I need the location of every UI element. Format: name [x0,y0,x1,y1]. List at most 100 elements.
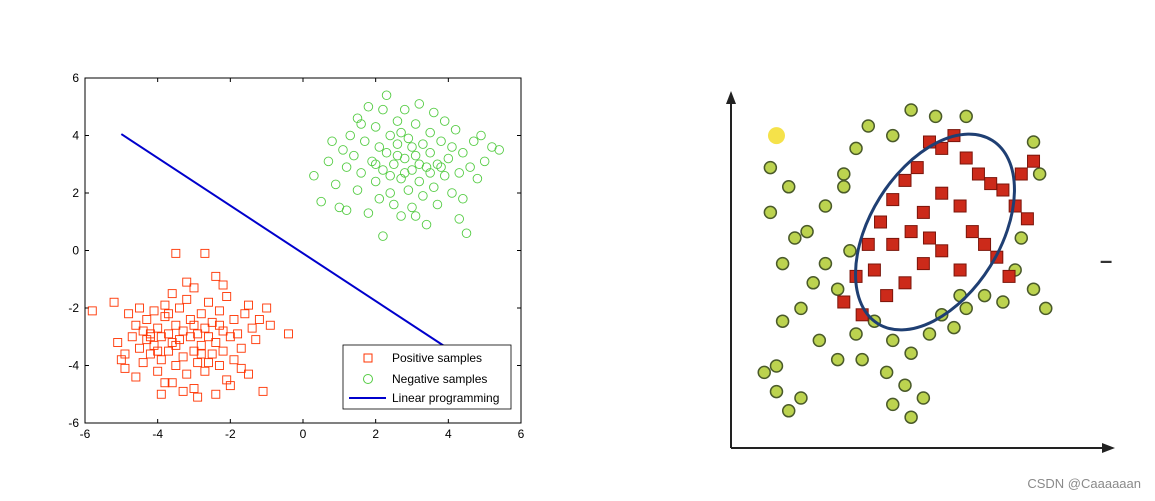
negative-sample-point [385,170,395,181]
positive-sample-point [189,283,199,293]
negative-sample-point [465,162,475,172]
negative-sample-point [345,130,355,141]
green-dot-point [886,333,900,348]
y-tick-label: 2 [72,186,79,200]
right-y-axis-arrow [726,91,736,104]
green-dot-point [837,167,851,181]
red-square-point [916,257,930,271]
green-dot-point [861,119,876,133]
x-tick-label: -2 [225,427,236,441]
green-dot-point [775,314,790,328]
negative-sample-point [399,168,410,178]
right-side-mark: – [1100,248,1112,273]
negative-sample-point [370,122,381,132]
negative-sample-point [392,116,403,126]
positive-sample-point [244,369,253,379]
positive-sample-point [193,392,203,402]
positive-sample-point [189,346,199,356]
positive-sample-point [236,363,246,373]
red-square-point [1002,269,1016,283]
y-tick-label: -4 [68,359,79,373]
negative-sample-point [421,219,432,230]
left-axis-ticks: -6 -4 -2 0 2 4 6 6 4 2 0 -2 -4 -6 [68,71,524,441]
negative-sample-point [396,211,406,221]
positive-sample-point [233,329,243,339]
positive-sample-point [204,297,213,307]
green-dot-point [775,256,790,271]
positive-sample-point [153,366,163,376]
x-tick-label: 0 [300,427,307,441]
legend-label-negative: Negative samples [392,372,487,386]
positive-sample-point [135,303,144,313]
legend-marker-positive [363,353,373,363]
positive-sample-point [200,248,210,258]
red-square-point [916,205,930,219]
positive-sample-point [236,343,246,353]
positive-sample-point [247,323,257,333]
green-dot-point [928,109,943,124]
positive-sample-point [113,338,123,347]
positive-sample-point [214,306,224,316]
positive-sample-point [120,363,130,373]
positive-sample-point [131,320,141,330]
positive-sample-point [178,326,188,336]
positive-sample-point [138,358,148,368]
green-dot-point [812,333,827,348]
linear-programming-line [120,133,453,352]
positive-sample-point [156,389,166,399]
positive-sample-point [153,346,163,356]
negative-sample-point [418,139,428,149]
green-dot-point [904,346,918,360]
x-tick-label: 2 [372,427,379,441]
negative-sample-point [349,150,359,161]
negative-sample-point [381,147,392,158]
positive-sample-point [167,289,177,299]
right-scatter-chart: – [726,91,1115,453]
green-dot-point [916,391,931,405]
red-square-point [910,161,924,175]
negative-sample-point [392,150,403,161]
negative-sample-point [309,170,319,181]
positive-sample-point [164,309,174,319]
negative-sample-point [352,113,363,123]
negative-sample-point [374,193,385,204]
positive-sample-point [142,315,152,324]
positive-sample-point [164,346,174,356]
negative-sample-point [414,176,425,187]
negative-sample-point [378,231,388,241]
negative-sample-point [410,150,421,161]
positive-sample-point [204,358,213,368]
y-tick-label: 0 [72,244,79,258]
positive-sample-point [189,384,199,393]
legend-label-line: Linear programming [392,391,499,405]
green-dot-point [1014,231,1029,245]
green-dot-point [855,352,869,367]
negative-sample-point [443,153,454,164]
negative-sample-point [450,124,461,135]
y-tick-label: 6 [72,71,79,85]
red-square-point [861,237,875,251]
negative-sample-point [403,133,414,144]
negative-sample-point [432,159,443,169]
red-square-point [971,167,985,181]
red-square-point [1020,212,1034,226]
green-dot-point [849,327,863,341]
negative-sample-point [429,182,439,192]
positive-sample-point [193,358,203,368]
negative-sample-point [425,147,435,158]
positive-sample-point [214,361,224,370]
green-dot-point [818,256,833,271]
positive-sample-point [164,329,174,339]
negative-sample-point [458,193,468,204]
negative-sample-point [316,196,326,207]
red-square-point [898,276,912,290]
positive-sample-point [196,349,206,359]
green-dot-point [1026,135,1041,149]
positive-sample-point [251,335,261,345]
positive-sample-point [131,372,141,382]
negative-sample-point [429,107,439,118]
negative-sample-point [356,119,366,129]
negative-sample-point [360,136,370,146]
negative-sample-point [370,176,381,187]
y-tick-label: -6 [68,416,79,430]
